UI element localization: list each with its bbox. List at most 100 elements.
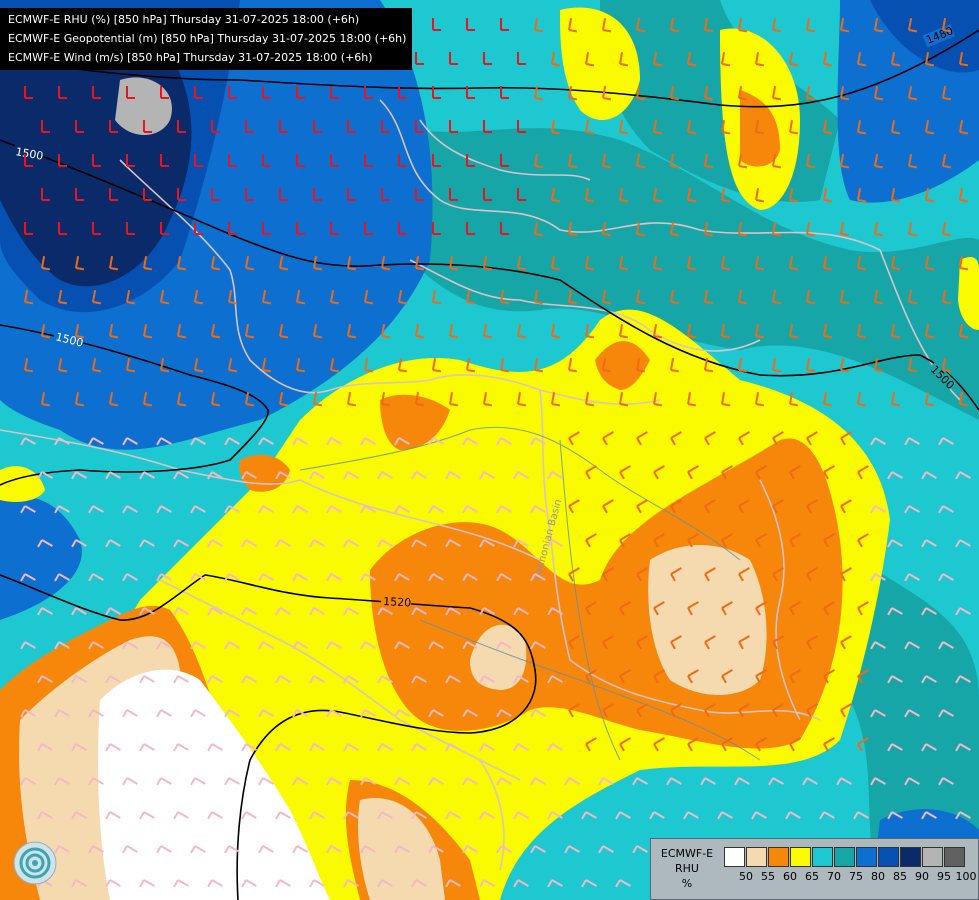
wind-barb-icon	[415, 392, 425, 407]
wind-barb-icon	[24, 154, 33, 167]
wind-barb-icon	[292, 437, 308, 446]
wind-barb-icon	[772, 18, 782, 33]
legend-title-line-1: ECMWF-E	[660, 847, 714, 860]
wind-barb-icon	[156, 709, 172, 718]
wind-barb-icon	[721, 533, 733, 548]
wind-barb-icon	[500, 358, 510, 373]
wind-barb-icon	[160, 358, 170, 373]
wind-barb-icon	[738, 431, 750, 446]
wind-barb-icon	[857, 392, 867, 407]
wind-barb-icon	[857, 52, 867, 67]
wind-barb-icon	[921, 539, 937, 548]
wind-barb-icon	[173, 539, 189, 548]
wind-barb-icon	[428, 505, 444, 514]
wind-barb-icon	[823, 392, 833, 407]
wind-barb-icon	[466, 222, 475, 235]
wind-barb-icon	[428, 777, 444, 786]
wind-barb-icon	[211, 120, 220, 133]
wind-barb-icon	[309, 607, 325, 616]
wind-barb-icon	[870, 573, 886, 582]
wind-barb-icon	[789, 120, 799, 135]
wind-barb-icon	[704, 18, 714, 33]
wind-barb-icon	[139, 743, 155, 752]
wind-barb-icon	[326, 709, 342, 718]
wind-barb-icon	[942, 290, 952, 305]
wind-barb-icon	[585, 256, 595, 271]
wind-barb-icon	[534, 358, 544, 373]
wind-barb-icon	[241, 471, 257, 480]
wind-barb-icon	[347, 120, 356, 133]
wind-barb-icon	[449, 52, 458, 65]
wind-barb-icon	[704, 86, 714, 101]
wind-barb-icon	[279, 120, 288, 133]
wind-barb-icon	[496, 437, 512, 446]
wind-barb-icon	[602, 222, 612, 237]
wind-barb-icon	[666, 777, 682, 786]
wind-barb-icon	[194, 154, 203, 167]
wind-barb-icon	[122, 709, 138, 718]
legend-tick: 55	[761, 870, 775, 883]
wind-barb-icon	[241, 811, 257, 820]
wind-barb-icon	[313, 324, 323, 339]
wind-barb-icon	[938, 573, 954, 582]
wind-barb-icon	[466, 86, 475, 99]
wind-barb-icon	[445, 811, 461, 820]
wind-barb-icon	[551, 120, 561, 135]
wind-barb-icon	[394, 573, 410, 582]
wind-barb-icon	[156, 437, 172, 446]
wind-barb-icon	[823, 533, 835, 548]
wind-barb-icon	[20, 709, 36, 718]
wind-barb-icon	[139, 675, 155, 684]
wind-barb-icon	[245, 188, 254, 201]
wind-barb-icon	[500, 18, 509, 31]
wind-barb-icon	[921, 675, 937, 684]
wind-barb-icon	[428, 845, 444, 854]
wind-barb-icon	[432, 154, 441, 167]
wind-barb-icon	[959, 52, 969, 67]
contour-label-1520: 1520	[383, 595, 412, 609]
wind-barb-icon	[483, 392, 493, 407]
wind-barb-icon	[806, 358, 816, 373]
wind-barb-icon	[37, 811, 53, 820]
wind-barb-icon	[411, 879, 427, 888]
wind-barb-icon	[840, 18, 850, 33]
wind-barb-icon	[275, 607, 291, 616]
wind-barb-icon	[445, 471, 461, 480]
wind-barb-icon	[921, 743, 937, 752]
wind-barb-icon	[938, 505, 954, 514]
wind-barb-icon	[105, 879, 121, 888]
wind-barb-icon	[636, 567, 648, 582]
wind-barb-icon	[207, 811, 223, 820]
wind-barb-icon	[517, 120, 526, 133]
wind-barb-icon	[364, 290, 374, 305]
wind-barb-icon	[262, 222, 271, 235]
wind-barb-icon	[173, 471, 189, 480]
wind-barb-icon	[789, 324, 799, 339]
wind-barb-icon	[615, 811, 631, 820]
wind-barb-icon	[326, 641, 342, 650]
wind-barb-icon	[109, 256, 119, 271]
wind-barb-icon	[738, 358, 748, 373]
wind-barb-icon	[360, 709, 376, 718]
legend-tick: 100	[955, 870, 977, 883]
wind-barb-icon	[840, 567, 852, 582]
wind-barb-icon	[857, 120, 867, 135]
wind-barb-icon	[398, 358, 408, 373]
wind-barb-icon	[904, 777, 920, 786]
wind-barb-icon	[959, 256, 969, 271]
wind-barb-icon	[92, 222, 101, 235]
legend-title-line-3: %	[681, 877, 693, 890]
wind-barb-icon	[466, 18, 475, 31]
wind-barb-icon	[258, 573, 274, 582]
wind-barb-icon	[636, 86, 646, 101]
wind-barb-icon	[721, 256, 731, 271]
wind-barb-icon	[449, 188, 458, 201]
wind-barb-icon	[275, 675, 291, 684]
wind-barb-icon	[105, 471, 121, 480]
wind-barb-icon	[568, 567, 580, 582]
wind-barb-icon	[530, 573, 546, 582]
wind-barb-icon	[585, 188, 595, 203]
wind-barb-icon	[156, 641, 172, 650]
wind-barb-icon	[364, 154, 373, 167]
